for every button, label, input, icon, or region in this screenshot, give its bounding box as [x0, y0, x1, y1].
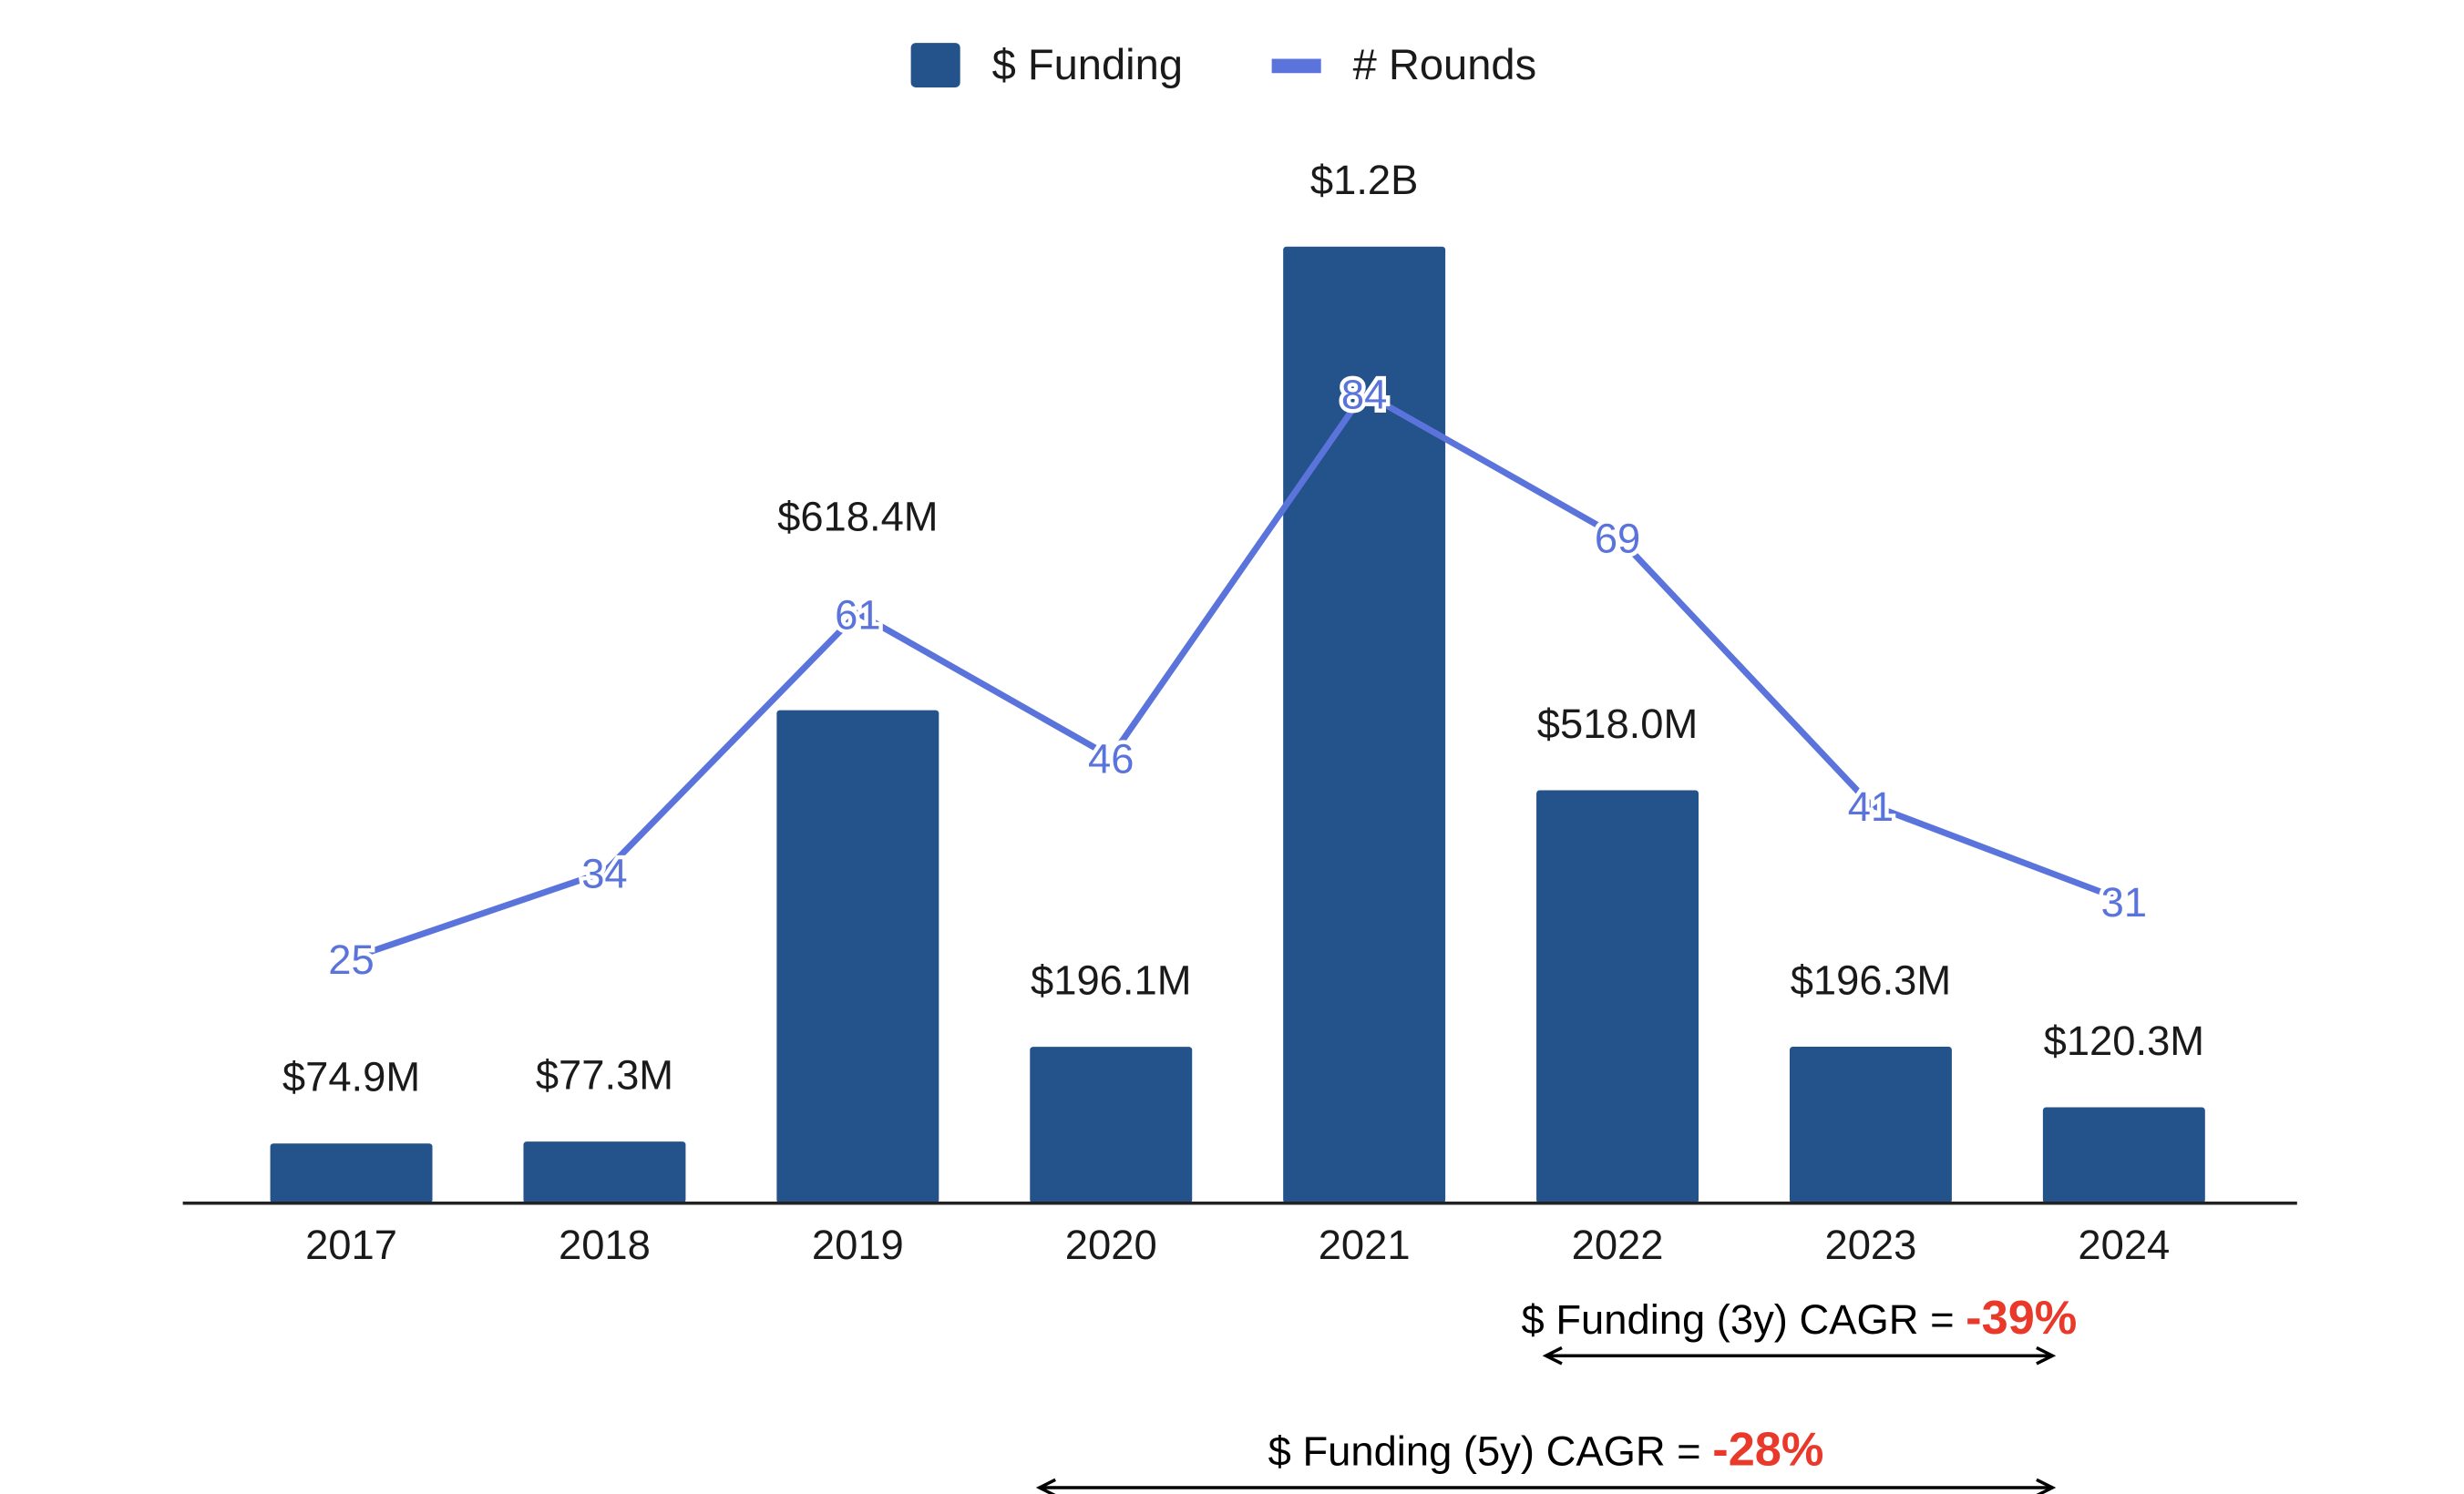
bar-2021	[1283, 246, 1446, 1203]
rounds-point-label-2018: 34	[581, 851, 627, 897]
bar-value-label-2018: $77.3M	[536, 1052, 673, 1099]
arrowhead-right-icon	[2036, 1346, 2057, 1366]
rounds-point-label-2023: 41	[1848, 783, 1894, 830]
x-tick-label-2018: 2018	[559, 1222, 651, 1268]
bar-2018	[523, 1141, 686, 1203]
legend-swatch-funding	[910, 43, 960, 87]
rounds-point-label-2021: 84	[1341, 372, 1387, 418]
cagr-value: -39%	[1966, 1292, 2077, 1345]
x-tick-label-2020: 2020	[1065, 1222, 1157, 1268]
x-tick-label-2022: 2022	[1572, 1222, 1664, 1268]
rounds-point-label-2019: 61	[835, 591, 880, 638]
cagr-annotation-2: $ Funding (5y) CAGR = -28%	[1268, 1424, 1824, 1477]
rounds-point-label-2017: 25	[328, 936, 374, 983]
x-tick-label-2017: 2017	[305, 1222, 397, 1268]
bar-2024	[2042, 1107, 2205, 1203]
bar-value-label-2023: $196.3M	[1791, 957, 1951, 1003]
cagr-annotation-1: $ Funding (3y) CAGR = -39%	[1522, 1292, 2078, 1345]
bar-2017	[270, 1143, 433, 1203]
bar-value-label-2020: $196.1M	[1031, 957, 1191, 1004]
cagr-text: $ Funding (5y) CAGR =	[1268, 1428, 1713, 1475]
bar-2020	[1030, 1047, 1193, 1203]
x-tick-label-2019: 2019	[812, 1222, 904, 1268]
x-tick-label-2024: 2024	[2078, 1222, 2170, 1268]
rounds-point-label-2020: 46	[1088, 735, 1134, 782]
legend: $ Funding # Rounds	[910, 40, 1537, 88]
cagr-value: -28%	[1712, 1424, 1823, 1477]
legend-label-rounds: # Rounds	[1353, 40, 1537, 88]
bar-2022	[1536, 790, 1699, 1203]
bar-value-label-2024: $120.3M	[2044, 1018, 2204, 1064]
rounds-point-label-2024: 31	[2101, 879, 2147, 926]
bar-2023	[1789, 1046, 1952, 1203]
legend-label-funding: $ Funding	[992, 40, 1183, 88]
bar-value-label-2021: $1.2B	[1310, 157, 1418, 203]
bar-value-label-2017: $74.9M	[282, 1054, 420, 1100]
x-tick-label-2023: 2023	[1825, 1222, 1917, 1268]
x-tick-label-2021: 2021	[1319, 1222, 1411, 1268]
arrowhead-left-icon	[1542, 1346, 1563, 1366]
rounds-line	[350, 389, 2126, 962]
arrowhead-left-icon	[1035, 1478, 1056, 1494]
arrowhead-right-icon	[2036, 1478, 2057, 1494]
bar-2019	[776, 710, 939, 1203]
bar-value-label-2019: $618.4M	[777, 493, 938, 539]
bar-value-label-2022: $518.0M	[1537, 701, 1698, 747]
rounds-point-label-2022: 69	[1595, 515, 1640, 561]
cagr-text: $ Funding (3y) CAGR =	[1522, 1296, 1966, 1343]
legend-swatch-rounds	[1271, 58, 1321, 74]
